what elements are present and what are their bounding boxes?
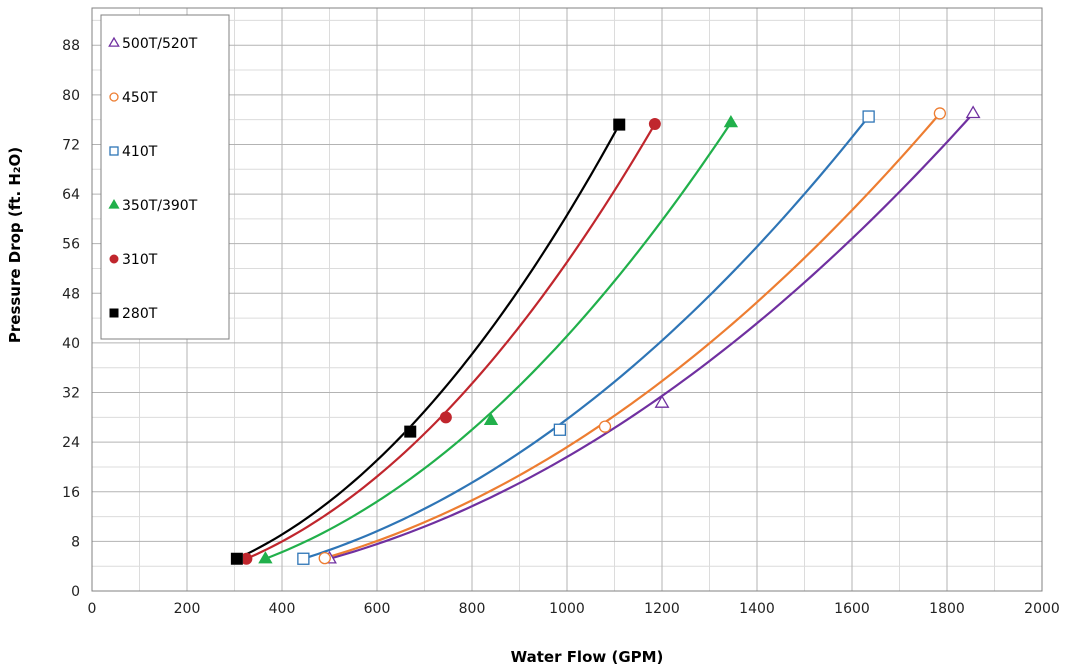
x-tick-label: 200 <box>174 601 201 617</box>
y-tick-label: 24 <box>62 435 80 451</box>
x-axis-title: Water Flow (GPM) <box>511 648 664 666</box>
curve-310t <box>245 123 656 560</box>
legend-marker-310t <box>109 254 119 264</box>
y-axis-title: Pressure Drop (ft. H₂O) <box>6 147 24 343</box>
y-tick-label: 64 <box>62 187 80 203</box>
legend-marker-450t <box>109 92 119 102</box>
y-tick-label: 88 <box>62 38 80 54</box>
data-point-310t <box>439 411 452 424</box>
legend-label-310t: 310T <box>122 252 158 268</box>
x-tick-label: 1200 <box>644 601 680 617</box>
x-tick-label: 2000 <box>1024 601 1060 617</box>
legend-marker-350t-390t <box>108 199 120 209</box>
y-tick-label: 40 <box>62 336 80 352</box>
y-tick-label: 8 <box>71 534 80 550</box>
x-tick-label: 1600 <box>834 601 870 617</box>
data-point-410t <box>553 423 567 436</box>
x-tick-label: 0 <box>88 601 97 617</box>
data-point-410t <box>862 110 875 123</box>
x-tick-label: 1000 <box>549 601 585 617</box>
data-point-500t-520t <box>654 395 670 408</box>
y-tick-label: 16 <box>62 485 80 501</box>
series-curves <box>236 112 974 560</box>
legend-label-410t: 410T <box>122 144 158 160</box>
x-tick-label: 1400 <box>739 601 775 617</box>
legend-marker-500t-520t <box>108 36 120 47</box>
x-axis-ticks: 0 200 400 600 800 1000 1200 1400 1600 1800 2000 <box>88 601 1060 617</box>
data-point-350t-390t <box>723 115 739 128</box>
data-point-310t <box>648 117 661 130</box>
data-point-450t <box>318 551 331 565</box>
legend: 500T/520T 450T 410T 350T/390T 310T 280T <box>100 14 230 340</box>
x-tick-label: 400 <box>269 601 296 617</box>
y-tick-label: 0 <box>71 584 80 600</box>
y-tick-label: 56 <box>62 237 80 253</box>
curve-410t <box>303 115 870 560</box>
legend-label-350t-390t: 350T/390T <box>122 198 198 214</box>
plot-area-border <box>91 7 1043 592</box>
x-tick-label: 800 <box>459 601 486 617</box>
y-tick-label: 72 <box>62 137 80 153</box>
curve-450t <box>324 112 941 560</box>
data-point-350t-390t <box>258 551 273 564</box>
data-point-280t <box>230 552 243 565</box>
y-tick-label: 48 <box>62 286 80 302</box>
legend-marker-280t <box>109 308 119 318</box>
data-point-500t-520t <box>965 105 981 119</box>
data-point-280t <box>404 425 417 438</box>
curve-500t-520t <box>329 112 974 560</box>
y-tick-label: 80 <box>62 88 80 104</box>
curve-350t-390t <box>264 122 732 560</box>
data-point-350t-390t <box>483 412 499 425</box>
y-tick-label: 32 <box>62 386 80 402</box>
data-point-450t <box>933 107 947 120</box>
series-markers <box>230 105 981 565</box>
legend-label-500t-520t: 500T/520T <box>122 36 198 52</box>
x-tick-label: 1800 <box>929 601 965 617</box>
legend-label-450t: 450T <box>122 90 158 106</box>
curve-280t <box>236 124 621 560</box>
y-axis-ticks: 0 8 16 24 32 40 48 56 64 72 80 88 <box>62 38 80 600</box>
x-tick-label: 600 <box>364 601 391 617</box>
data-point-410t <box>297 552 310 565</box>
data-point-450t <box>598 420 612 433</box>
data-point-280t <box>613 118 626 131</box>
legend-box <box>100 14 230 340</box>
legend-label-280t: 280T <box>122 306 158 322</box>
legend-marker-410t <box>109 146 119 156</box>
